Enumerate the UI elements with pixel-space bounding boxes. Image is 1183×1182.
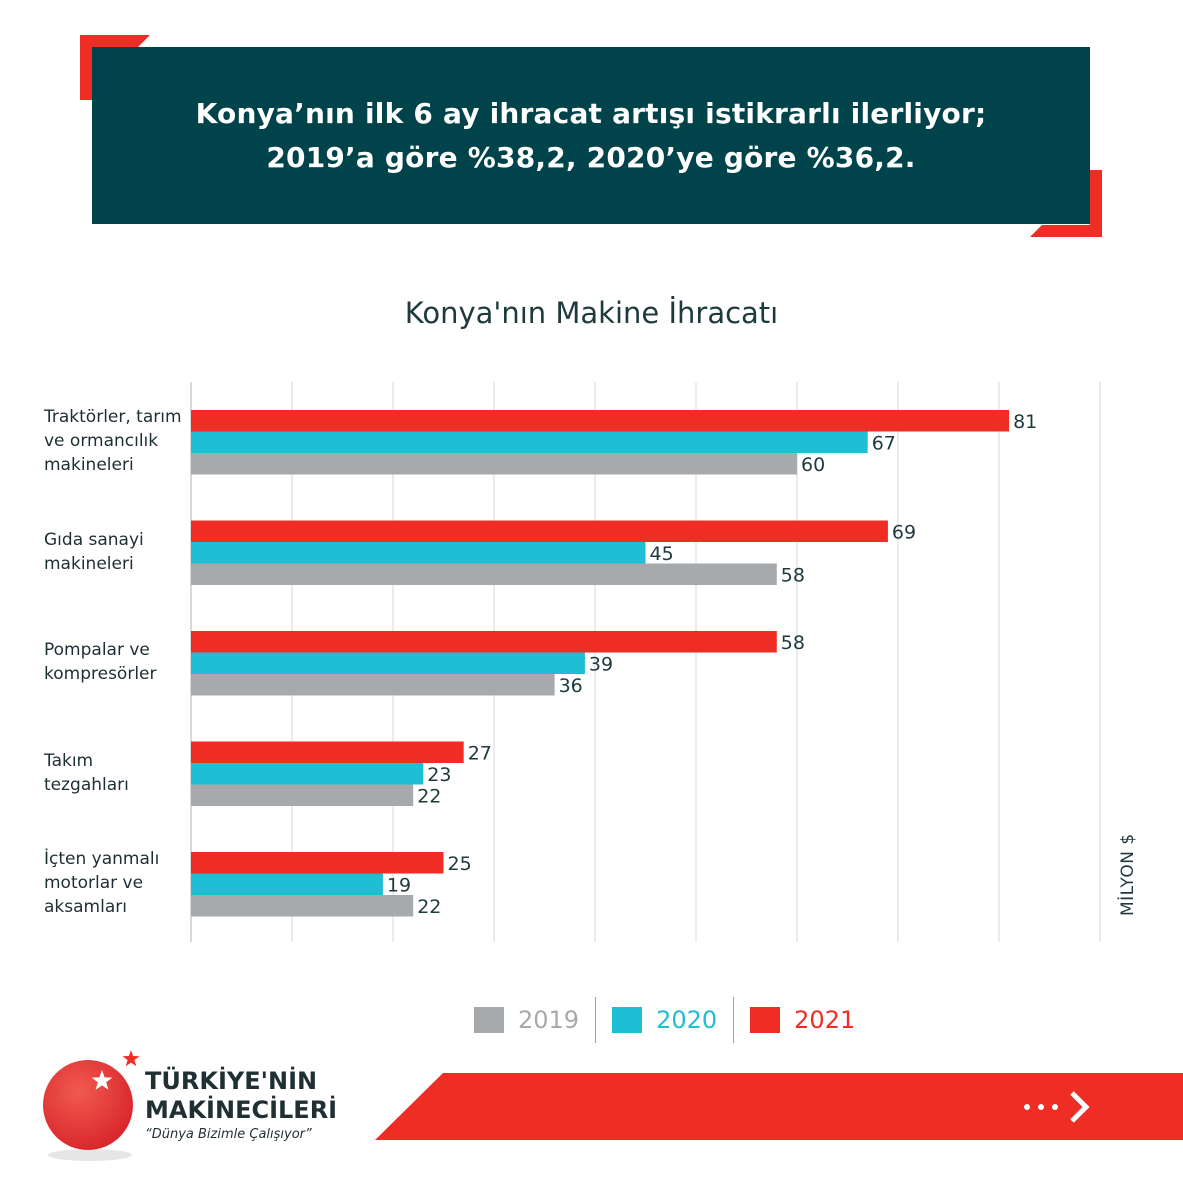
data-label: 45 [650, 543, 674, 565]
legend-label-2020: 2020 [656, 1006, 718, 1034]
bar-2021 [191, 520, 888, 542]
legend-item-2019: 2019 [458, 997, 595, 1043]
brand-name-line-1: TÜRKİYE'NİN [145, 1067, 318, 1095]
category-label-line: Takım [44, 750, 94, 771]
category-label-line: Pompalar ve [44, 640, 150, 661]
category-label-line: aksamları [44, 897, 127, 918]
data-label: 23 [427, 764, 451, 786]
chart-title: Konya'nın Makine İhracatı [404, 296, 779, 330]
bar-2020 [191, 873, 383, 895]
data-label: 39 [589, 653, 613, 675]
bar-2019 [191, 674, 555, 696]
legend-swatch-2021 [750, 1007, 781, 1033]
bar-2019 [191, 453, 797, 475]
brand-name-line-2: MAKİNECİLERİ [145, 1096, 338, 1124]
data-label: 67 [872, 432, 896, 454]
ellipsis-icon [1024, 1104, 1058, 1110]
category-label-line: makineleri [44, 455, 134, 476]
bar-2021 [191, 410, 1010, 432]
bar-2020 [191, 652, 585, 674]
data-label: 81 [1013, 411, 1037, 433]
category-label-line: motorlar ve [44, 873, 144, 894]
bar-2020 [191, 763, 424, 785]
data-label: 19 [387, 874, 411, 896]
data-label: 58 [781, 632, 805, 654]
legend-swatch-2019 [474, 1007, 504, 1033]
bar-2021 [191, 631, 777, 653]
brand-logo [43, 1050, 140, 1161]
category-label-line: tezgahları [44, 774, 129, 795]
category-label: Gıda sanayi makineleri [44, 528, 189, 576]
data-label: 58 [781, 564, 805, 586]
data-label: 22 [417, 896, 441, 918]
star-icon [91, 1070, 113, 1090]
data-label: 25 [448, 853, 472, 875]
category-label: Takım tezgahları [44, 749, 189, 797]
bar-2019 [191, 563, 777, 585]
legend-item-2021: 2021 [733, 997, 871, 1043]
legend-swatch-2020 [612, 1007, 643, 1033]
bar-2021 [191, 852, 444, 874]
category-label: Pompalar ve kompresörler [44, 638, 189, 686]
bar-2020 [191, 542, 646, 564]
legend-label-2021: 2021 [794, 1006, 856, 1034]
unit-label: MİLYON $ [1118, 833, 1138, 916]
brand-wordmark: TÜRKİYE'NİN MAKİNECİLERİ “Dünya Bizimle … [145, 1067, 337, 1142]
legend-label-2019: 2019 [518, 1006, 580, 1034]
data-label: 60 [801, 454, 825, 476]
category-label-line: kompresörler [44, 664, 157, 685]
chart-legend: 2019 2020 2021 [458, 995, 871, 1045]
category-label-line: makineleri [44, 553, 134, 574]
star-icon [122, 1050, 140, 1067]
legend-item-2020: 2020 [595, 997, 733, 1043]
category-label-line: İçten yanmalı [44, 849, 160, 870]
category-label-line: Traktörler, tarım [44, 407, 182, 428]
banner-corner-accent [80, 35, 150, 100]
data-label: 69 [892, 521, 916, 543]
headline-banner: Konya’nın ilk 6 ay ihracat artışı istikr… [92, 47, 1090, 224]
brand-slogan: “Dünya Bizimle Çalışıyor” [145, 1127, 312, 1142]
banner-corner-accent [1030, 170, 1102, 237]
footer-next-bar[interactable] [375, 1073, 1183, 1140]
bar-2021 [191, 741, 464, 763]
category-label-line: Gıda sanayi [44, 529, 144, 550]
data-label: 22 [417, 785, 441, 807]
bar-2020 [191, 431, 868, 453]
headline-line-2: 2019’a göre %38,2, 2020’ye göre %36,2. [266, 140, 916, 174]
bar-2019 [191, 895, 414, 917]
category-label-line: ve ormancılık [44, 431, 159, 452]
bar-2019 [191, 784, 414, 806]
category-label: İçten yanmalı motorlar ve aksamları [44, 847, 189, 919]
category-label: Traktörler, tarım ve ormancılık makineleri [44, 405, 189, 477]
headline-line-1: Konya’nın ilk 6 ay ihracat artışı istikr… [195, 96, 987, 130]
data-label: 27 [468, 742, 492, 764]
chevron-right-icon [1070, 1091, 1090, 1123]
data-label: 36 [559, 675, 583, 697]
